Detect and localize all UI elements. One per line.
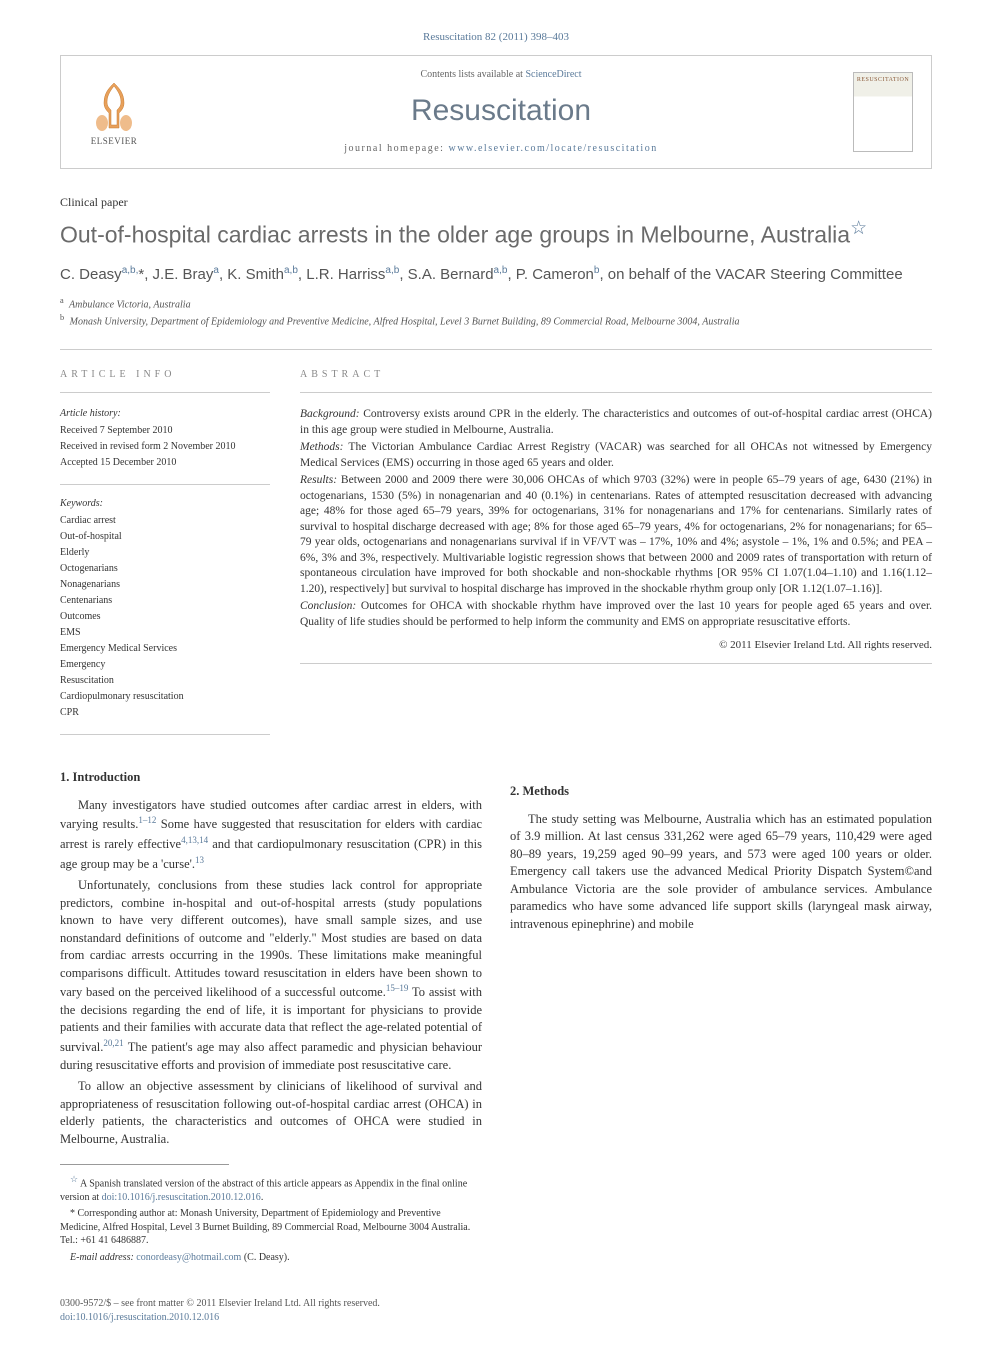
history-label: Article history: [60, 407, 270, 421]
journal-title: Resuscitation [149, 90, 853, 132]
page-footer: 0300-9572/$ – see front matter © 2011 El… [60, 1297, 932, 1325]
keyword-item: Nonagenarians [60, 578, 270, 592]
keyword-item: Elderly [60, 546, 270, 560]
elsevier-logo: ELSEVIER [79, 72, 149, 152]
footnotes: ☆ A Spanish translated version of the ab… [60, 1173, 482, 1264]
keyword-item: Emergency Medical Services [60, 642, 270, 656]
keyword-item: Out-of-hospital [60, 530, 270, 544]
running-header: Resuscitation 82 (2011) 398–403 [60, 30, 932, 45]
keyword-item: Outcomes [60, 610, 270, 624]
journal-cover-thumbnail: RESUSCITATION [853, 72, 913, 152]
elsevier-tree-icon [89, 78, 139, 133]
sciencedirect-link[interactable]: ScienceDirect [525, 69, 581, 80]
masthead: ELSEVIER Contents lists available at Sci… [60, 55, 932, 169]
keyword-item: Emergency [60, 658, 270, 672]
footnote-doi-link[interactable]: doi:10.1016/j.resuscitation.2010.12.016 [102, 1192, 261, 1203]
history-item: Received in revised form 2 November 2010 [60, 440, 270, 454]
abstract-column: abstract Background: Controversy exists … [300, 368, 932, 735]
footer-doi-link[interactable]: doi:10.1016/j.resuscitation.2010.12.016 [60, 1312, 219, 1323]
homepage-line: journal homepage: www.elsevier.com/locat… [149, 142, 853, 156]
article-title: Out-of-hospital cardiac arrests in the o… [60, 217, 932, 249]
keyword-item: Octogenarians [60, 562, 270, 576]
article-info-heading: article info [60, 368, 270, 393]
contents-line: Contents lists available at ScienceDirec… [149, 68, 853, 82]
article-info-sidebar: article info Article history: Received 7… [60, 368, 270, 735]
history-item: Received 7 September 2010 [60, 424, 270, 438]
abstract-body: Background: Controversy exists around CP… [300, 407, 932, 664]
author-list: C. Deasya,b,*, J.E. Braya, K. Smitha,b, … [60, 264, 932, 285]
article-type: Clinical paper [60, 194, 932, 211]
abstract-copyright: © 2011 Elsevier Ireland Ltd. All rights … [300, 638, 932, 653]
footnote-separator [60, 1164, 229, 1165]
keywords-label: Keywords: [60, 497, 270, 511]
keyword-item: Cardiopulmonary resuscitation [60, 690, 270, 704]
publisher-name: ELSEVIER [91, 135, 138, 148]
history-item: Accepted 15 December 2010 [60, 456, 270, 470]
affiliation-line: b Monash University, Department of Epide… [60, 312, 932, 329]
affiliations: a Ambulance Victoria, Australiab Monash … [60, 295, 932, 330]
abstract-heading: abstract [300, 368, 932, 393]
keyword-item: EMS [60, 626, 270, 640]
intro-heading: 1. Introduction [60, 769, 482, 787]
journal-homepage-link[interactable]: www.elsevier.com/locate/resuscitation [448, 143, 657, 154]
keyword-item: Cardiac arrest [60, 514, 270, 528]
methods-heading: 2. Methods [510, 783, 932, 801]
keyword-item: Resuscitation [60, 674, 270, 688]
affiliation-line: a Ambulance Victoria, Australia [60, 295, 932, 312]
keyword-item: Centenarians [60, 594, 270, 608]
keyword-item: CPR [60, 706, 270, 720]
corresponding-email-link[interactable]: conordeasy@hotmail.com [136, 1252, 241, 1263]
article-body: 1. Introduction Many investigators have … [60, 765, 932, 1267]
